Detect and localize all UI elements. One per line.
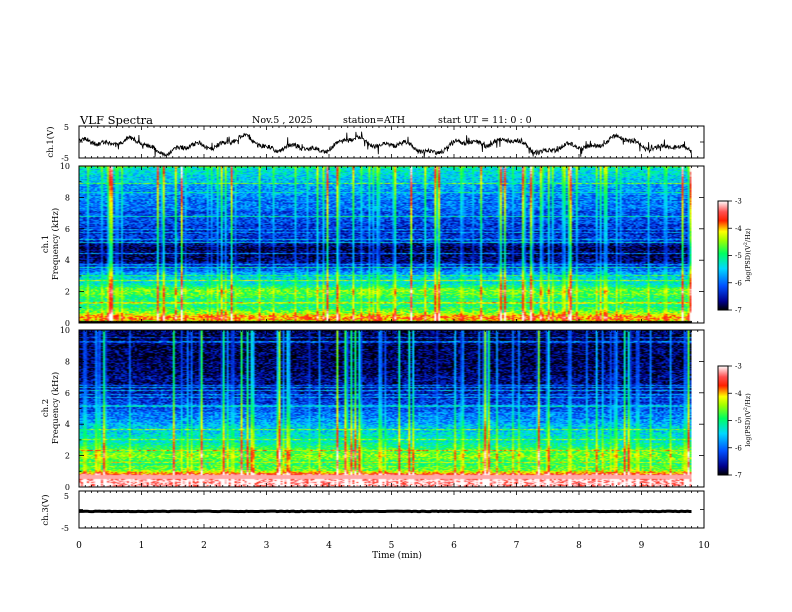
cbar1-tick-label: -5 — [735, 252, 742, 260]
ch2-spectrogram-image — [79, 330, 692, 487]
spec1-ytick-label: 0 — [65, 319, 70, 328]
spec1-ylabel-frequency: Frequency (kHz) — [50, 208, 61, 280]
ch3-ytick-top: 5 — [64, 492, 69, 501]
time-tick-label: 7 — [514, 541, 520, 551]
ch1-voltage-panel: 5 -5 ch.1(V) — [45, 123, 705, 163]
time-tick-label: 8 — [576, 541, 582, 551]
time-tick-label: 10 — [698, 541, 710, 551]
spec1-ytick-label: 4 — [65, 256, 70, 265]
time-axis-label: Time (min) — [372, 550, 422, 561]
cbar2-tick-label: -4 — [735, 390, 742, 398]
spec2-ylabel-channel: ch.2 — [41, 399, 51, 417]
time-tick-label: 3 — [264, 541, 270, 551]
ch1-colorbar-label: log(PSD)(V2/Hz) — [743, 228, 752, 282]
spec2-ytick-label: 2 — [65, 452, 70, 461]
spec1-ytick-label: 6 — [65, 225, 70, 234]
ch2-colorbar-label: log(PSD)(V2/Hz) — [743, 393, 752, 447]
ch2-spectrogram-panel: 0 2 4 6 8 10 ch.2 Frequency (kHz) — [41, 326, 705, 492]
cbar2-tick-label: -3 — [735, 363, 742, 371]
header-station: station=ATH — [343, 115, 405, 126]
ch1-voltage-ylabel: ch.1(V) — [45, 126, 56, 157]
ch3-ytick-bottom: -5 — [61, 524, 69, 533]
time-tick-label: 5 — [389, 541, 395, 551]
chart-title: VLF Spectra — [79, 113, 153, 127]
time-tick-label: 0 — [76, 541, 82, 551]
time-tick-label: 2 — [201, 541, 207, 551]
spec2-ytick-label: 8 — [65, 357, 70, 366]
spec1-ytick-label: 10 — [60, 162, 70, 171]
time-tick-label: 9 — [639, 541, 645, 551]
spec2-ytick-label: 6 — [65, 389, 70, 398]
cbar1-tick-label: -7 — [735, 307, 742, 315]
cbar2-tick-label: -6 — [735, 444, 742, 452]
spec1-ytick-label: 8 — [65, 193, 70, 202]
ch1-ytick-top: 5 — [64, 123, 69, 132]
ch1-spectrogram-image — [79, 166, 692, 323]
ch3-voltage-frame — [78, 490, 705, 529]
ch3-voltage-ylabel: ch.3(V) — [40, 494, 51, 525]
cbar1-tick-label: -6 — [735, 279, 742, 287]
time-tick-label: 6 — [451, 541, 457, 551]
ch3-voltage-trace — [78, 509, 692, 514]
header-date: Nov.5 , 2025 — [252, 115, 313, 126]
ch1-colorbar-gradient — [718, 201, 728, 310]
time-axis: 0 1 2 3 4 5 6 7 8 9 10 — [76, 541, 710, 551]
time-tick-label: 1 — [139, 541, 145, 551]
ch1-colorbar: -3 -4 -5 -6 -7 log(PSD)(V2/Hz) — [717, 198, 752, 315]
cbar2-tick-label: -7 — [735, 472, 742, 480]
header-start-ut: start UT = 11: 0 : 0 — [438, 115, 532, 126]
ch1-spectrogram-panel: 0 2 4 6 8 10 ch.1 Frequency (kHz) — [41, 162, 705, 328]
spec2-ytick-label: 4 — [65, 420, 70, 429]
cbar1-tick-label: -4 — [735, 225, 742, 233]
ch1-ytick-bottom: -5 — [61, 154, 69, 163]
spec2-ytick-label: 10 — [60, 326, 70, 335]
spec1-ytick-label: 2 — [65, 288, 70, 297]
spec2-ylabel-frequency: Frequency (kHz) — [50, 372, 61, 444]
spec2-ytick-label: 0 — [65, 483, 70, 492]
time-tick-label: 4 — [326, 541, 332, 551]
ch2-colorbar: -3 -4 -5 -6 -7 log(PSD)(V2/Hz) — [717, 363, 752, 480]
spec1-ylabel-channel: ch.1 — [41, 235, 51, 253]
ch2-colorbar-gradient — [718, 366, 728, 475]
ch1-voltage-frame — [78, 125, 705, 159]
cbar2-tick-label: -5 — [735, 417, 742, 425]
cbar1-tick-label: -3 — [735, 198, 742, 206]
ch1-voltage-trace — [78, 131, 692, 158]
ch3-voltage-panel: 5 -5 ch.3(V) — [40, 490, 705, 533]
